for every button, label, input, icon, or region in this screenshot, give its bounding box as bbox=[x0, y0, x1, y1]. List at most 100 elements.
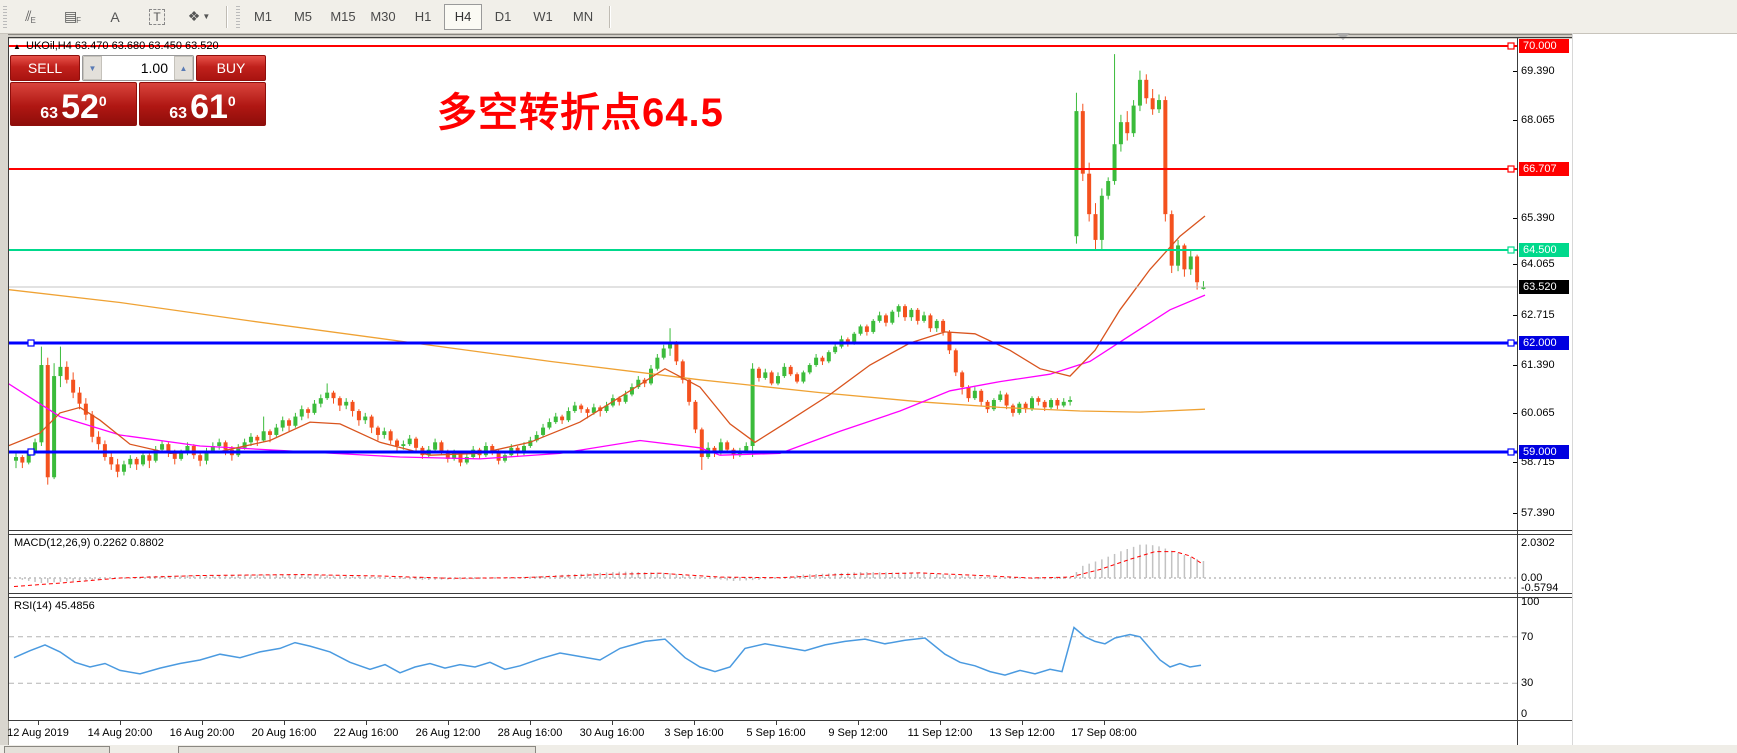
buy-price-prefix: 63 bbox=[169, 105, 188, 122]
time-tick-mark bbox=[284, 721, 285, 725]
price-tick-label: 57.390 bbox=[1521, 507, 1555, 519]
time-tick-mark bbox=[776, 721, 777, 725]
time-tick-mark bbox=[1022, 721, 1023, 725]
time-tick-mark bbox=[858, 721, 859, 725]
main-panel-bottom-border bbox=[8, 530, 1572, 531]
price-tick-mark bbox=[1513, 462, 1517, 463]
macd-panel-bottom-border bbox=[8, 593, 1572, 594]
timeframe-button-m5[interactable]: M5 bbox=[293, 9, 313, 24]
time-axis-label: 9 Sep 12:00 bbox=[828, 727, 888, 739]
rsi-scale-label: 100 bbox=[1521, 596, 1540, 608]
buy-price-tile[interactable]: 63 61 0 bbox=[139, 82, 266, 126]
price-tick-label: 64.065 bbox=[1521, 258, 1555, 270]
price-tick-mark bbox=[1513, 218, 1517, 219]
symbol-marker-icon: ▲ bbox=[13, 42, 21, 51]
price-level-label: 63.520 bbox=[1519, 280, 1569, 294]
volume-stepper: ▼ 1.00 ▲ bbox=[82, 55, 194, 81]
plot-left-border bbox=[8, 37, 9, 721]
timeframe-button-m30[interactable]: M30 bbox=[370, 9, 396, 24]
time-tick-mark bbox=[38, 721, 39, 725]
volume-input[interactable]: 1.00 bbox=[140, 60, 168, 76]
price-level-label: 64.500 bbox=[1519, 243, 1569, 257]
symbol-ohlc-readout: UKOil,H4 63.470 63.680 63.450 63.520 bbox=[26, 40, 219, 52]
time-axis-label: 16 Aug 20:00 bbox=[169, 727, 235, 739]
price-tick-label: 61.390 bbox=[1521, 359, 1555, 371]
time-axis-label: 14 Aug 20:00 bbox=[87, 727, 153, 739]
price-tick-mark bbox=[1513, 71, 1517, 72]
rsi-panel-bottom-border bbox=[8, 720, 1572, 721]
grid-icon[interactable]: ▤ F bbox=[63, 8, 82, 25]
price-level-label: 59.000 bbox=[1519, 445, 1569, 459]
price-tick-mark bbox=[1513, 365, 1517, 366]
timeframe-button-mn[interactable]: MN bbox=[572, 9, 594, 24]
chart-window-top-edge bbox=[8, 34, 1572, 39]
main-panel-top-border bbox=[8, 37, 1572, 38]
time-tick-mark bbox=[612, 721, 613, 725]
rsi-scale-label: 70 bbox=[1521, 631, 1534, 643]
chart-shift-marker-icon[interactable] bbox=[1336, 33, 1350, 40]
text-label-icon[interactable]: T bbox=[139, 4, 175, 30]
macd-scale-label: 2.0302 bbox=[1521, 537, 1555, 549]
buy-price-main: 61 bbox=[190, 88, 228, 127]
macd-indicator-label: MACD(12,26,9) 0.2262 0.8802 bbox=[14, 537, 164, 549]
sell-price-prefix: 63 bbox=[40, 105, 59, 122]
time-axis-label: 5 Sep 16:00 bbox=[746, 727, 806, 739]
buy-price-pip: 0 bbox=[227, 93, 236, 109]
toolbar-grip[interactable] bbox=[236, 5, 240, 28]
time-axis-label: 3 Sep 16:00 bbox=[664, 727, 724, 739]
toolbar-grip[interactable] bbox=[3, 5, 7, 28]
price-tick-mark bbox=[1513, 120, 1517, 121]
minimized-chart-tab[interactable] bbox=[4, 746, 110, 753]
toolbar: ⫽ E ▤ F A T ❖ ▼ M1 M5 M15 M30 H1 H4 D1 W1 MN bbox=[0, 0, 1737, 34]
sell-price-pip: 0 bbox=[98, 93, 107, 109]
rsi-scale-label: 30 bbox=[1521, 677, 1534, 689]
macd-scale-label: -0.5794 bbox=[1521, 582, 1559, 594]
time-axis-label: 20 Aug 16:00 bbox=[251, 727, 317, 739]
price-tick-label: 60.065 bbox=[1521, 407, 1555, 419]
timeframe-button-h4[interactable]: H4 bbox=[444, 3, 482, 30]
toolbar-separator bbox=[609, 5, 610, 28]
one-click-trading-panel: SELL ▼ 1.00 ▲ BUY 63 52 0 63 61 0 bbox=[10, 55, 266, 126]
rsi-indicator-label: RSI(14) 45.4856 bbox=[14, 600, 95, 612]
time-tick-mark bbox=[448, 721, 449, 725]
indicators-icon[interactable]: ⫽ E bbox=[25, 8, 36, 25]
volume-decrease-icon[interactable]: ▼ bbox=[83, 56, 102, 80]
sell-button[interactable]: SELL bbox=[10, 55, 80, 81]
time-tick-mark bbox=[530, 721, 531, 725]
time-axis-label: 17 Sep 08:00 bbox=[1071, 727, 1137, 739]
timeframe-button-m1[interactable]: M1 bbox=[253, 9, 273, 24]
price-level-label: 62.000 bbox=[1519, 336, 1569, 350]
price-tick-label: 68.065 bbox=[1521, 114, 1555, 126]
buy-button[interactable]: BUY bbox=[196, 55, 266, 81]
shapes-icon[interactable]: ❖ ▼ bbox=[187, 8, 211, 24]
time-tick-mark bbox=[202, 721, 203, 725]
time-tick-mark bbox=[940, 721, 941, 725]
sell-price-tile[interactable]: 63 52 0 bbox=[10, 82, 137, 126]
price-tick-mark bbox=[1513, 513, 1517, 514]
macd-scale-label: 0.00 bbox=[1521, 572, 1543, 584]
volume-increase-icon[interactable]: ▲ bbox=[174, 56, 193, 80]
price-tick-label: 65.390 bbox=[1521, 212, 1555, 224]
time-axis-label: 30 Aug 16:00 bbox=[579, 727, 645, 739]
time-axis-label: 26 Aug 12:00 bbox=[415, 727, 481, 739]
timeframe-button-m15[interactable]: M15 bbox=[330, 9, 356, 24]
text-tool-icon[interactable]: A bbox=[110, 8, 120, 25]
rsi-scale-label: 0 bbox=[1521, 708, 1528, 720]
timeframe-button-w1[interactable]: W1 bbox=[533, 9, 553, 24]
time-axis-label: 12 Aug 2019 bbox=[7, 727, 69, 739]
bottom-tab-strip bbox=[0, 745, 1737, 753]
macd-panel-top-border bbox=[8, 534, 1572, 535]
timeframe-button-d1[interactable]: D1 bbox=[494, 9, 512, 24]
scale-right-edge bbox=[1572, 33, 1573, 745]
time-tick-mark bbox=[1104, 721, 1105, 725]
price-tick-mark bbox=[1513, 413, 1517, 414]
price-level-label: 66.707 bbox=[1519, 162, 1569, 176]
timeframe-button-h1[interactable]: H1 bbox=[414, 9, 432, 24]
time-tick-mark bbox=[366, 721, 367, 725]
time-tick-mark bbox=[120, 721, 121, 725]
chart-annotation-text[interactable]: 多空转折点64.5 bbox=[437, 91, 724, 135]
minimized-chart-tab[interactable] bbox=[178, 746, 536, 753]
price-axis-border bbox=[1517, 38, 1518, 745]
time-axis-label: 22 Aug 16:00 bbox=[333, 727, 399, 739]
